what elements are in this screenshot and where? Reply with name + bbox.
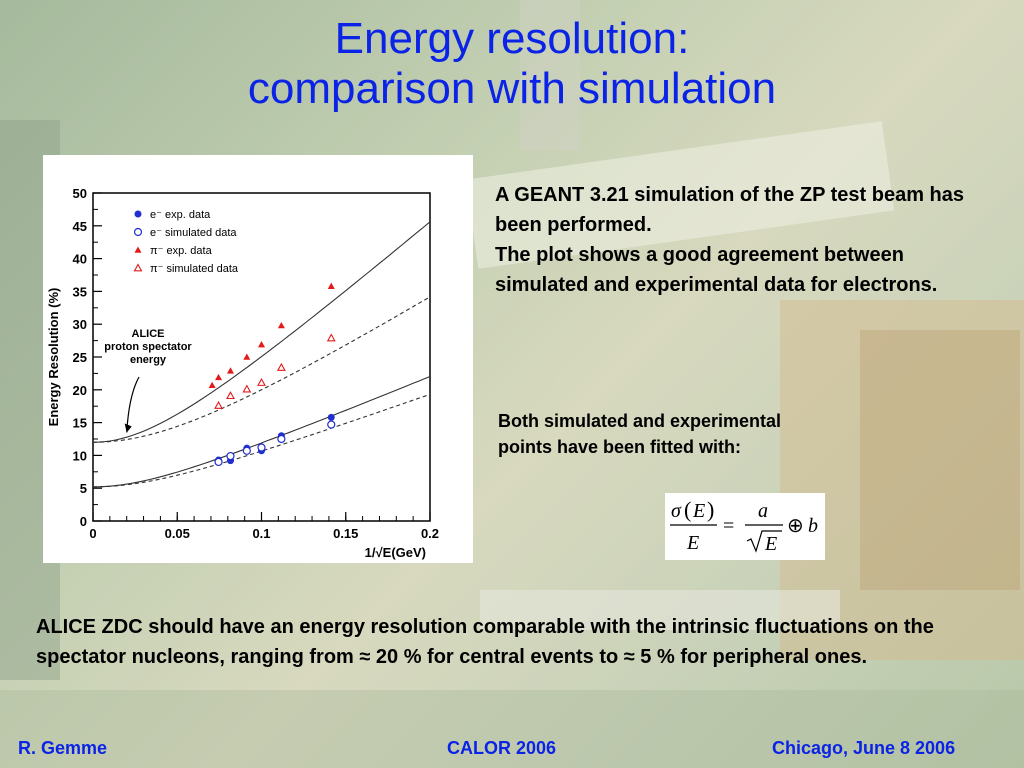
slide-title: Energy resolution: comparison with simul… (0, 14, 1024, 114)
series-2-point-6 (327, 282, 335, 289)
y-tick-label-4: 20 (73, 383, 87, 398)
series-2-point-3 (243, 353, 251, 360)
title-line-1: Energy resolution: (334, 14, 690, 63)
energy-resolution-chart: 0 5 10 15 20 25 30 35 40 45 50 0 0.05 0.1 0.15 0.2 1/√E(… (46, 186, 439, 560)
conclusion: ALICE ZDC should have an energy resoluti… (36, 616, 934, 668)
legend-label-0: e⁻ exp. data (150, 209, 211, 221)
y-tick-label-8: 40 (73, 252, 87, 267)
formula-E-arg: E (692, 500, 705, 522)
title-line-2: comparison with simulation (247, 64, 777, 113)
legend-marker-0 (134, 210, 142, 218)
y-tick-label-2: 10 (73, 448, 87, 463)
series-3-point-3 (257, 377, 266, 386)
legend-label-2: π⁻ exp. data (150, 245, 213, 257)
series-1-point-5 (327, 420, 336, 429)
formula-equals: = (723, 515, 734, 537)
y-tick-label-7: 35 (73, 284, 87, 299)
legend-marker-1 (133, 227, 143, 237)
annotation-arrowhead (124, 423, 132, 433)
chart-panel: 0 5 10 15 20 25 30 35 40 45 50 0 0.05 0.1 0.15 0.2 1/√E(… (43, 155, 473, 563)
annotation-line-2: energy (130, 354, 167, 366)
series-3-point-1 (226, 391, 235, 400)
series-1-point-2 (242, 446, 251, 455)
description: A GEANT 3.21 simulation of the ZP test b… (495, 180, 995, 300)
x-axis-label: 1/√E(GeV) (365, 545, 426, 560)
y-tick-label-9: 45 (73, 219, 87, 234)
series-2-point-0 (208, 381, 216, 389)
y-tick-label-1: 5 (80, 481, 87, 496)
formula-close-paren: ) (707, 497, 714, 522)
description-line-2: The plot shows a good agreement between … (495, 244, 938, 296)
fit-curve-3 (92, 393, 431, 488)
series-1-point-0 (214, 457, 223, 467)
fit-curve-2 (92, 375, 431, 488)
series-3-point-5 (326, 333, 336, 342)
y-axis-label: Energy Resolution (%) (46, 288, 61, 427)
x-tick-label-3: 0.15 (333, 526, 358, 541)
description-line-1: A GEANT 3.21 simulation of the ZP test b… (495, 184, 964, 236)
series-3-point-2 (242, 384, 252, 393)
series-2-point-5 (277, 322, 285, 329)
fit-formula: σ ( E ) E = a E ⊕ b (665, 493, 825, 560)
y-tick-label-6: 30 (73, 317, 87, 332)
formula-sqrt-E: E (764, 533, 777, 555)
legend-marker-2 (134, 246, 142, 253)
annotation-line-0: ALICE (132, 328, 165, 340)
x-tick-label-1: 0.05 (165, 526, 190, 541)
legend-label-1: e⁻ simulated data (150, 227, 237, 239)
footer-conference: CALOR 2006 (447, 738, 557, 758)
series-3-point-0 (214, 400, 223, 409)
legend-marker-3 (133, 263, 143, 272)
x-tick-label-4: 0.2 (421, 526, 439, 541)
series-2-point-1 (215, 373, 223, 381)
formula-a: a (758, 500, 768, 522)
series-2-point-2 (226, 367, 234, 374)
x-tick-label-2: 0.1 (252, 526, 270, 541)
series-1-point-3 (257, 443, 266, 452)
y-tick-label-3: 15 (73, 416, 87, 431)
annotation-arrow (126, 376, 140, 433)
footer-date: Chicago, June 8 2006 (772, 738, 956, 758)
formula-oplus: ⊕ (787, 515, 804, 537)
series-3-point-4 (276, 362, 286, 371)
formula-sigma: σ (671, 500, 682, 522)
annotation-line-1: proton spectator (104, 341, 192, 353)
y-tick-label-5: 25 (73, 350, 87, 365)
formula-denominator: E (686, 532, 699, 554)
fit-curve-1 (92, 296, 431, 443)
fit-curve-0 (92, 221, 431, 443)
series-0-point-5 (327, 413, 335, 421)
formula-b: b (808, 515, 818, 537)
formula-open-paren: ( (684, 497, 691, 522)
fit-note: Both simulated and experimental points h… (498, 411, 782, 457)
footer-author: R. Gemme (18, 738, 108, 758)
formula-sqrt-sign (746, 530, 782, 553)
y-tick-label-0: 0 (80, 514, 87, 529)
x-tick-label-0: 0 (89, 526, 96, 541)
y-tick-label-10: 50 (73, 186, 87, 201)
series-1-point-4 (277, 434, 286, 444)
series-1-point-1 (226, 451, 235, 461)
series-2-point-4 (258, 341, 265, 348)
legend-label-3: π⁻ simulated data (150, 263, 239, 275)
